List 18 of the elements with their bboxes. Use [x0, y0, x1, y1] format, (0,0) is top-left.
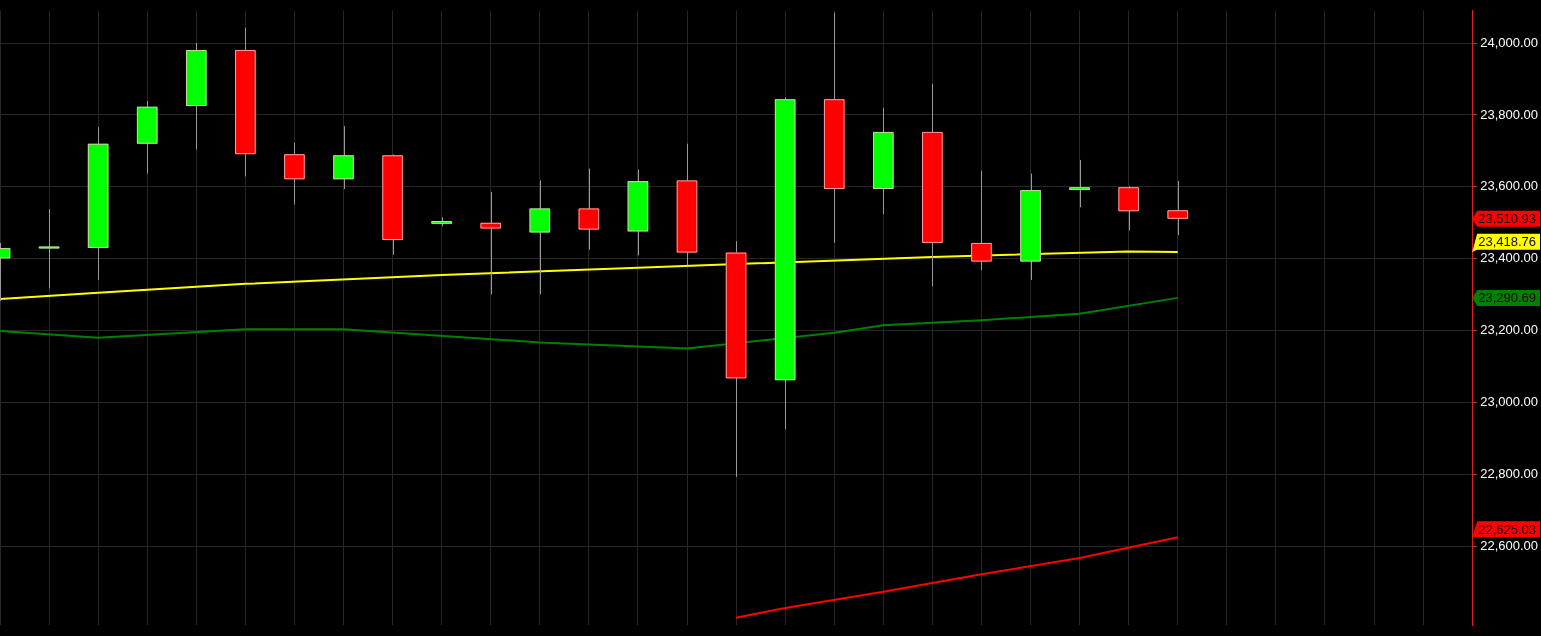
y-tick-label: 22,600.00	[1480, 537, 1539, 553]
candlestick	[480, 191, 502, 295]
text: 23,418.76	[1478, 234, 1537, 250]
candlestick	[971, 170, 992, 271]
y-tick-label: 23,800.00	[1480, 106, 1539, 122]
y-tick-label: 23,200.00	[1480, 322, 1539, 338]
candlestick	[1167, 180, 1189, 236]
y-tick-label: 23,400.00	[1480, 250, 1539, 266]
y-tick-label: 23,600.00	[1480, 178, 1539, 194]
candlestick	[578, 168, 600, 251]
text: 23,290.69	[1478, 290, 1537, 306]
y-tick-label: 24,000.00	[1480, 34, 1539, 50]
candlestick	[38, 208, 60, 290]
candlestick	[1069, 159, 1090, 208]
y-tick-label: 22,800.00	[1480, 465, 1539, 481]
y-tick-label: 23,000.00	[1480, 394, 1539, 410]
text: 23,510.93	[1478, 211, 1537, 227]
text: 22,625.03	[1478, 521, 1537, 537]
